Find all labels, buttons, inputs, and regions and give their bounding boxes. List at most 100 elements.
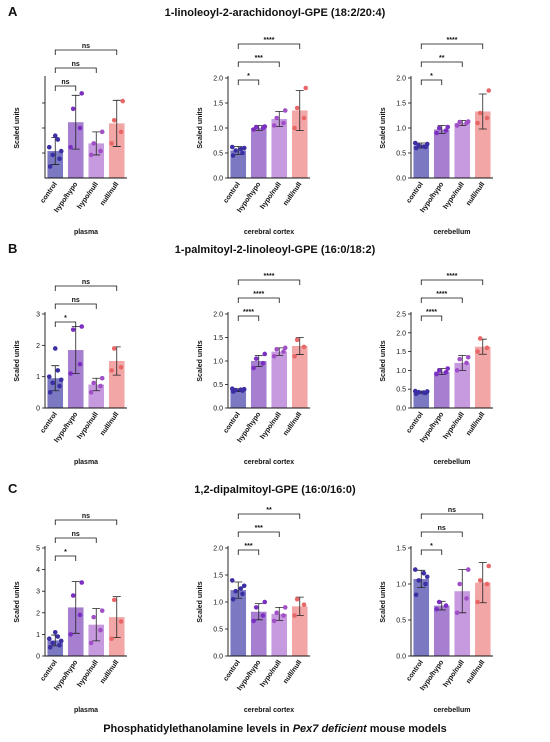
significance-bracket — [54, 49, 118, 55]
error-bar — [437, 125, 446, 134]
y-tick-label: 2.5 — [396, 312, 406, 319]
data-point — [457, 119, 462, 125]
data-point — [57, 156, 62, 162]
data-point — [238, 146, 244, 152]
bar — [291, 345, 308, 408]
data-point — [457, 356, 462, 362]
data-point — [55, 368, 61, 373]
y-tick-label: 1.0 — [396, 582, 406, 589]
data-point — [271, 123, 277, 128]
data-point — [68, 144, 73, 150]
significance-bracket — [420, 279, 484, 285]
data-point — [281, 349, 286, 354]
significance-label: * — [64, 549, 67, 556]
data-point — [120, 98, 126, 104]
data-point — [292, 125, 297, 131]
chart: Scaled units0.00.51.01.52.0controlhypo/h… — [197, 507, 310, 714]
x-tick-label: null/null — [282, 411, 303, 437]
x-tick-label: control — [40, 411, 59, 434]
data-point — [301, 602, 307, 607]
y-axis-label: Scaled units — [380, 107, 387, 148]
caption: Phosphatidylethanolamine levels in Pex7 … — [103, 723, 447, 735]
data-point — [262, 124, 268, 129]
significance-bracket — [237, 549, 260, 555]
data-point — [443, 603, 449, 608]
y-tick-label: 1 — [36, 632, 40, 639]
data-point — [413, 592, 419, 598]
data-point — [98, 148, 103, 154]
error-bar — [458, 569, 467, 614]
data-point — [111, 118, 117, 123]
data-point — [484, 345, 490, 351]
chart: Scaled units0.00.51.01.5controlhypo/hypo… — [380, 507, 493, 714]
y-tick-label: 2.0 — [396, 330, 406, 337]
data-point — [109, 636, 114, 642]
chart: Scaled units0.00.51.01.52.0controlhypo/h… — [197, 273, 310, 466]
x-tick-label: hypo/null — [442, 411, 466, 441]
error-bar — [71, 581, 80, 634]
significance-bracket — [54, 285, 118, 291]
y-tick-label: 2.0 — [213, 312, 223, 319]
data-point — [262, 351, 268, 357]
data-point — [58, 148, 64, 154]
significance-label: **** — [447, 37, 458, 44]
significance-label: **** — [447, 273, 458, 280]
significance-label: **** — [426, 309, 437, 316]
bar — [413, 578, 430, 656]
significance-bracket — [54, 555, 77, 561]
y-axis-label: Scaled units — [14, 107, 21, 148]
significance-label: ns — [448, 507, 456, 514]
x-tick-label: control — [40, 659, 59, 682]
data-point — [233, 588, 238, 594]
y-tick-label: 0.0 — [213, 176, 223, 183]
data-point — [251, 365, 256, 371]
y-tick-label: 2.0 — [396, 76, 406, 83]
error-bar — [92, 131, 101, 156]
data-point — [434, 371, 439, 377]
data-point — [241, 583, 247, 589]
significance-label: ns — [438, 525, 446, 532]
data-point — [274, 115, 279, 121]
bar — [413, 145, 430, 178]
data-point — [434, 130, 439, 136]
data-point — [241, 386, 247, 392]
data-point — [229, 144, 235, 150]
error-bar — [51, 365, 60, 392]
data-point — [118, 364, 124, 370]
axes — [410, 312, 493, 409]
bar — [433, 371, 450, 408]
significance-label: *** — [244, 543, 252, 550]
data-point — [281, 613, 286, 618]
data-point — [436, 599, 442, 605]
significance-label: ** — [439, 55, 445, 62]
bar — [291, 606, 308, 656]
data-point — [412, 140, 418, 146]
data-point — [50, 152, 55, 158]
data-point — [260, 361, 266, 366]
y-axis-label: Scaled units — [380, 340, 387, 381]
significance-bracket — [54, 303, 97, 309]
data-point — [464, 596, 469, 601]
y-tick-label: 0 — [36, 406, 40, 413]
data-point — [253, 124, 259, 130]
data-point — [240, 150, 245, 156]
significance-label: **** — [253, 291, 264, 298]
significance-bracket — [54, 321, 77, 327]
y-tick-label: 0.0 — [213, 406, 223, 413]
data-point — [423, 581, 428, 587]
data-point — [98, 627, 103, 633]
data-point — [465, 119, 471, 124]
bar — [271, 119, 288, 178]
data-point — [46, 636, 52, 642]
data-point — [52, 133, 58, 138]
significance-bracket — [54, 85, 77, 91]
caption-part: Pex7 deficient — [293, 723, 368, 735]
data-point — [46, 144, 52, 150]
y-tick-label: 4 — [36, 567, 40, 574]
y-tick-label: 1 — [36, 374, 40, 381]
data-point — [238, 586, 244, 591]
data-point — [260, 613, 266, 618]
data-point — [475, 120, 480, 126]
significance-bracket — [420, 79, 443, 85]
